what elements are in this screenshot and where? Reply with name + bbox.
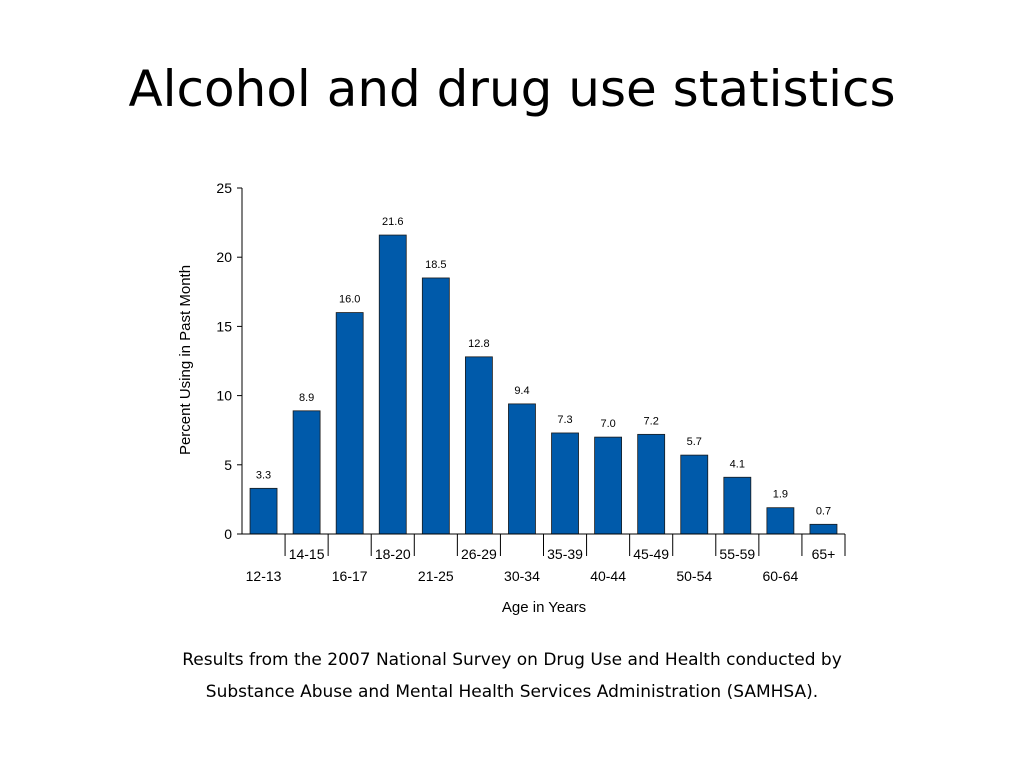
labels-layer: 3.3 12-13 8.9 14-15 16.0 16-17 21.6 18-20 18.5 21… — [246, 216, 836, 584]
x-tick-label: 55-59 — [719, 546, 755, 562]
x-tick-label: 50-54 — [676, 568, 712, 584]
bar-value-label: 4.1 — [730, 458, 745, 470]
caption-line-2: Substance Abuse and Mental Health Servic… — [205, 682, 819, 702]
x-tick-label: 45-49 — [633, 546, 669, 562]
x-tick-label: 16-17 — [332, 568, 368, 584]
x-tick-label: 30-34 — [504, 568, 540, 584]
bar-26-29 — [464, 356, 493, 535]
bar-value-label: 12.8 — [468, 338, 489, 350]
x-tick-label: 60-64 — [762, 568, 798, 584]
bars-layer — [249, 234, 838, 535]
y-tick-label: 10 — [216, 388, 232, 404]
bar-14-15 — [292, 410, 321, 535]
x-tick-label: 35-39 — [547, 546, 583, 562]
x-tick-label: 21-25 — [418, 568, 454, 584]
x-tick-label: 14-15 — [289, 546, 325, 562]
bar-value-label: 7.2 — [644, 415, 659, 427]
slide-title: Alcohol and drug use statistics — [128, 60, 896, 118]
bar-value-label: 9.4 — [514, 385, 529, 397]
bar-30-34 — [508, 403, 536, 535]
x-axis-label: Age in Years — [502, 599, 586, 616]
y-tick-label: 5 — [224, 457, 232, 473]
x-tick-label: 12-13 — [246, 568, 282, 584]
y-tick-label: 15 — [216, 318, 232, 334]
bar-55-59 — [723, 476, 752, 535]
bar-value-label: 7.0 — [600, 418, 615, 430]
bar-value-label: 8.9 — [299, 392, 314, 404]
bar-40-44 — [594, 436, 623, 535]
caption-line-1: Results from the 2007 National Survey on… — [182, 650, 842, 670]
bar-65+ — [809, 523, 838, 535]
bar-value-label: 0.7 — [816, 505, 831, 517]
bar-45-49 — [637, 433, 666, 535]
bar-16-17 — [335, 312, 364, 535]
bar-value-label: 5.7 — [687, 436, 702, 448]
x-tick-label: 40-44 — [590, 568, 626, 584]
bar-21-25 — [421, 277, 450, 535]
bar-value-label: 1.9 — [773, 489, 788, 501]
bar-60-64 — [766, 507, 795, 535]
bar-value-label: 16.0 — [339, 294, 360, 306]
bar-value-label: 7.3 — [557, 414, 572, 426]
y-tick-label: 25 — [216, 180, 232, 196]
bar-value-label: 21.6 — [382, 216, 403, 228]
x-tick-label: 65+ — [812, 546, 836, 562]
y-tick-label: 0 — [224, 526, 232, 542]
bar-value-label: 18.5 — [425, 259, 446, 271]
y-axis-label: Percent Using in Past Month — [177, 265, 194, 455]
x-tick-label: 26-29 — [461, 546, 497, 562]
caption: Results from the 2007 National Survey on… — [0, 644, 1024, 708]
bar-12-13 — [249, 487, 278, 535]
axes-layer: 0 5 10 15 20 25 — [216, 180, 846, 556]
bar-value-label: 3.3 — [256, 469, 271, 481]
bar-35-39 — [551, 432, 579, 535]
bar-18-20 — [378, 234, 407, 535]
y-tick-label: 20 — [216, 249, 232, 265]
bar-50-54 — [680, 454, 709, 535]
x-tick-label: 18-20 — [375, 546, 411, 562]
